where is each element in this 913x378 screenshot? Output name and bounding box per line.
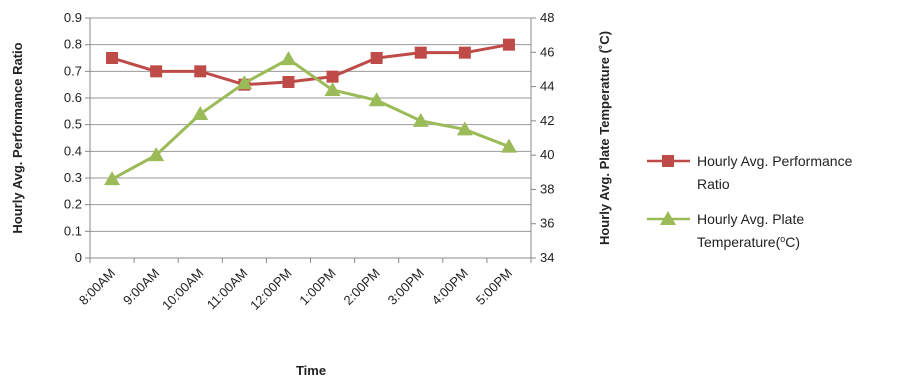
left-y-tick-label: 0 (75, 250, 82, 265)
right-y-tick-label: 36 (540, 216, 554, 231)
series-line (111, 43, 510, 87)
series-line (111, 57, 510, 181)
x-tick-label: 9:00AM (120, 266, 162, 308)
left-y-axis-title: Hourly Avg. Performance Ratio (10, 42, 25, 233)
data-point (148, 147, 165, 162)
series-performance-ratio (106, 38, 515, 91)
right-y-tick-label: 40 (540, 147, 554, 162)
data-point (500, 138, 517, 153)
data-point (194, 65, 207, 78)
x-tick-label: 2:00PM (340, 266, 382, 308)
right-y-tick-label: 44 (540, 79, 554, 94)
x-tick-label: 3:00PM (385, 266, 427, 308)
legend: Hourly Avg. Performance Ratio Hourly Avg… (647, 153, 853, 250)
right-y-tick-label: 42 (540, 113, 554, 128)
left-y-tick-label: 0.3 (64, 170, 82, 185)
left-y-tick-label: 0.9 (64, 10, 82, 25)
data-point (282, 76, 295, 88)
x-axis-title: Time (296, 363, 326, 378)
data-point (192, 106, 209, 120)
legend-entry-plate-temperature: Hourly Avg. Plate Temperature(oC) (647, 211, 804, 250)
right-y-tick-labels: 34 36 38 40 42 44 46 48 (540, 10, 554, 265)
left-y-tick-label: 0.6 (64, 90, 82, 105)
x-tick-label: 11:00AM (204, 266, 251, 313)
data-point (324, 82, 341, 96)
data-point (104, 171, 121, 186)
x-tick-label: 10:00AM (159, 266, 206, 313)
x-tick-label: 1:00PM (296, 266, 338, 308)
data-point (106, 52, 119, 64)
x-tick-label: 12:00PM (247, 266, 294, 313)
legend-label-plate-temperature-line1: Hourly Avg. Plate (697, 211, 804, 227)
data-point (150, 65, 163, 78)
left-y-tick-label: 0.7 (64, 63, 82, 78)
data-point (502, 38, 515, 51)
legend-entry-performance-ratio: Hourly Avg. Performance Ratio (647, 153, 853, 192)
data-point (370, 52, 383, 64)
legend-marker-square-icon (662, 155, 674, 167)
right-y-tick-label: 46 (540, 44, 554, 59)
right-y-tick-label: 38 (540, 181, 554, 196)
legend-marker-triangle-icon (660, 211, 676, 225)
right-y-axis-title: Hourly Avg. Plate Temperature (˚C) (597, 31, 612, 245)
data-point (412, 112, 429, 127)
legend-label-plate-temperature-line2: Temperature(oC) (697, 234, 800, 250)
axes (85, 17, 536, 263)
left-y-tick-label: 0.5 (64, 117, 82, 132)
right-y-tick-label: 34 (540, 250, 554, 265)
data-point (368, 92, 385, 107)
data-point (236, 75, 253, 90)
x-tick-label: 5:00PM (473, 266, 515, 308)
right-y-tick-label: 48 (540, 10, 554, 25)
data-point (280, 51, 297, 66)
left-y-tick-label: 0.8 (64, 37, 82, 52)
data-point (326, 70, 339, 83)
x-tick-label: 4:00PM (429, 266, 471, 308)
data-point (414, 46, 427, 59)
left-y-tick-label: 0.4 (64, 143, 82, 158)
data-point (456, 121, 473, 136)
left-y-tick-label: 0.1 (64, 223, 82, 238)
legend-label-performance-ratio-line1: Hourly Avg. Performance (697, 153, 853, 169)
legend-label-performance-ratio-line2: Ratio (697, 176, 730, 192)
x-tick-label: 8:00AM (76, 266, 118, 308)
left-y-tick-label: 0.2 (64, 197, 82, 212)
series-plate-temperature (104, 51, 517, 186)
series-group (104, 38, 517, 186)
data-point (458, 46, 471, 59)
left-y-tick-labels: 0 0.1 0.2 0.3 0.4 0.5 0.6 0.7 0.8 0.9 (64, 10, 82, 265)
